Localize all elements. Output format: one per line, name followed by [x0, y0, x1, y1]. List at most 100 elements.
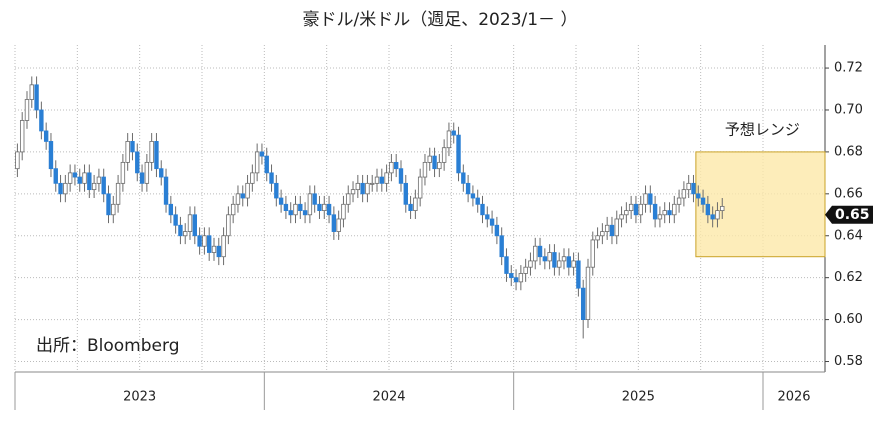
candle-up: [417, 176, 423, 199]
candle-up: [115, 182, 121, 205]
candle-down: [432, 155, 437, 170]
candle-down: [269, 172, 274, 184]
candle-down: [408, 203, 413, 211]
candle-down: [710, 214, 715, 220]
candle-up: [533, 245, 538, 262]
candle-up: [355, 182, 361, 191]
candle-up: [676, 197, 682, 205]
candle-down: [542, 256, 548, 262]
candle-up: [600, 231, 605, 237]
candle-down: [609, 224, 615, 237]
candle-up: [628, 203, 634, 211]
candle-up: [437, 161, 442, 170]
candle-down: [77, 176, 82, 184]
candle-up: [720, 206, 725, 211]
candle-down: [288, 210, 293, 216]
y-tick-label: 0.70: [834, 102, 863, 117]
candle-down: [87, 172, 92, 191]
candle-up: [120, 161, 126, 184]
candle-down: [197, 235, 202, 247]
candle-up: [662, 210, 667, 216]
candle-down: [504, 256, 509, 274]
candle-up: [590, 239, 595, 268]
candle-down: [485, 214, 490, 220]
candle-up: [715, 210, 720, 220]
candle-down: [139, 172, 145, 184]
candle-up: [15, 151, 20, 170]
candle-down: [192, 214, 198, 237]
candle-up: [125, 141, 130, 163]
candle-up: [245, 182, 250, 199]
candle-down: [576, 260, 581, 289]
candle-up: [370, 182, 375, 185]
candle-down: [58, 182, 63, 195]
candle-down: [652, 203, 658, 220]
candle-up: [547, 252, 552, 262]
candle-down: [135, 151, 140, 174]
candle-up: [293, 203, 298, 216]
y-tick-label: 0.58: [834, 354, 863, 369]
candle-down: [537, 245, 543, 258]
candle-down: [48, 141, 54, 170]
candle-up: [63, 182, 68, 195]
candle-up: [557, 260, 562, 268]
candle-down: [393, 161, 399, 170]
candle-down: [173, 214, 178, 226]
candle-down: [509, 273, 514, 279]
y-tick-label: 0.68: [834, 144, 863, 159]
candle-up: [202, 235, 207, 247]
candle-up: [624, 210, 629, 216]
candle-up: [211, 245, 217, 253]
candle-down: [566, 256, 572, 268]
candle-down: [475, 197, 480, 205]
candle-up: [235, 193, 241, 205]
candle-down: [696, 193, 701, 199]
candle-up: [226, 214, 231, 237]
candle-up: [96, 176, 102, 184]
candle-down: [326, 203, 332, 216]
candle-down: [667, 210, 672, 216]
candle-up: [254, 151, 260, 174]
candle-up: [82, 172, 87, 184]
candle-up: [346, 193, 351, 205]
candle-up: [561, 256, 567, 262]
candle-down: [283, 203, 289, 211]
candle-up: [365, 182, 370, 195]
candle-down: [159, 168, 164, 178]
candle-down: [130, 141, 135, 153]
candle-up: [221, 235, 226, 258]
candle-up: [91, 182, 97, 191]
y-tick-label: 0.60: [834, 312, 863, 327]
candle-down: [34, 84, 39, 111]
candle-up: [187, 214, 193, 232]
candle-down: [403, 182, 408, 205]
x-tick-label: 2024: [372, 390, 405, 405]
y-tick-label: 0.66: [834, 186, 863, 201]
candle-up: [681, 189, 687, 199]
candle-down: [705, 203, 711, 216]
candle-up: [19, 120, 25, 153]
candle-down: [154, 141, 159, 170]
candle-up: [657, 214, 663, 220]
candle-down: [480, 203, 485, 216]
candle-down: [53, 168, 58, 184]
candle-up: [250, 172, 255, 184]
candle-down: [317, 203, 322, 211]
candle-up: [336, 218, 341, 232]
candle-down: [461, 172, 466, 184]
candle-up: [523, 266, 528, 274]
candle-down: [240, 193, 245, 199]
candle-up: [29, 84, 34, 100]
candle-up: [427, 155, 432, 163]
candle-down: [331, 214, 337, 232]
candle-down: [278, 197, 284, 205]
candle-down: [72, 172, 78, 178]
candle-up: [67, 172, 73, 184]
candle-up: [446, 130, 452, 149]
candle-down: [216, 245, 221, 258]
candle-down: [360, 182, 365, 195]
candle-up: [322, 203, 327, 211]
candle-down: [43, 130, 49, 142]
candle-up: [422, 161, 428, 178]
